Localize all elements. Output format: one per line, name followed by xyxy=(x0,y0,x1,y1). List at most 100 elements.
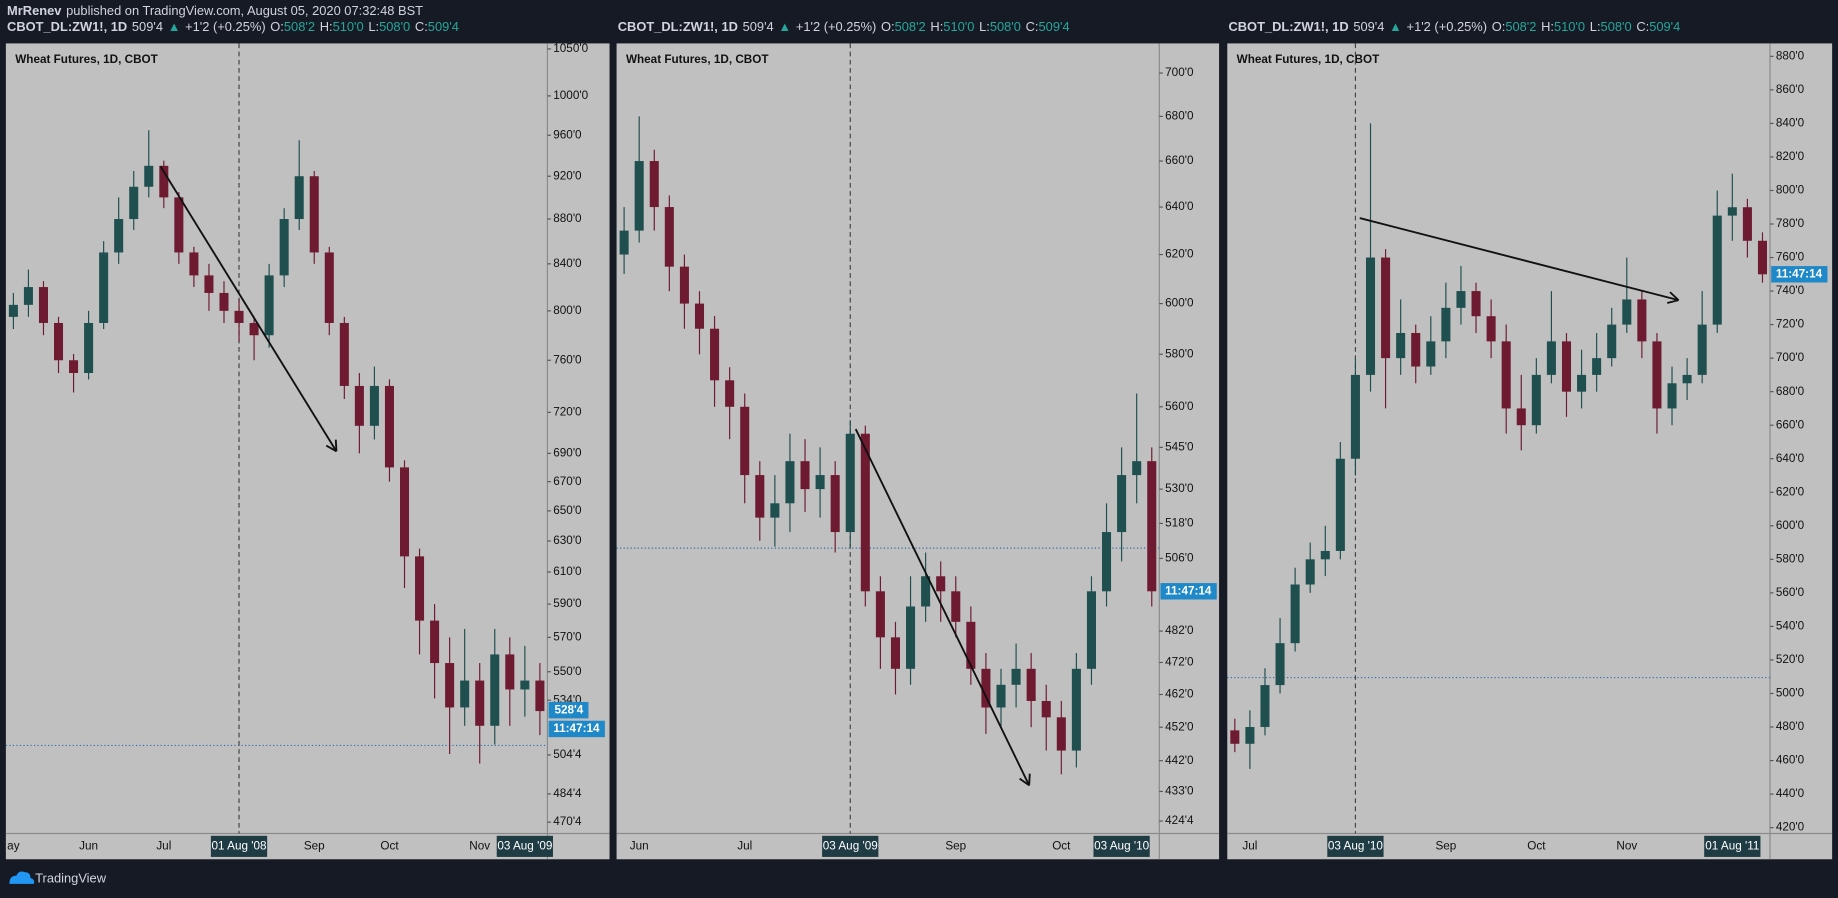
candle-body xyxy=(770,503,780,518)
y-tick-label: 640'0 xyxy=(1776,452,1805,465)
x-tick-label: Oct xyxy=(1527,839,1546,852)
quote-change: +1'2 (+0.25%) xyxy=(796,20,876,35)
trend-arrow xyxy=(159,166,338,452)
date-highlight xyxy=(496,835,553,857)
candle-body xyxy=(1652,341,1662,409)
y-tick-label: 518'0 xyxy=(1165,516,1194,529)
countdown-box xyxy=(1771,266,1828,283)
candle-body xyxy=(279,219,289,276)
quote-arrow: ▲ xyxy=(1389,20,1402,35)
y-tick-label: 560'0 xyxy=(1165,400,1194,413)
y-tick-label: 1050'0 xyxy=(553,42,588,55)
date-highlight-label: 03 Aug '09 xyxy=(497,839,552,852)
candle-body xyxy=(535,680,545,712)
candle-body xyxy=(1305,559,1315,585)
candle-body xyxy=(981,668,991,708)
trend-arrow-head xyxy=(325,444,337,453)
y-tick-label: 520'0 xyxy=(1776,653,1805,666)
y-tick-label: 620'0 xyxy=(1165,248,1194,261)
y-tick-label: 840'0 xyxy=(1776,116,1805,129)
y-tick-label: 442'0 xyxy=(1165,754,1194,767)
y-tick-label: 660'0 xyxy=(1165,154,1194,167)
candle-body xyxy=(99,252,109,323)
candle-body xyxy=(649,161,659,208)
candle-body xyxy=(249,322,259,336)
candle-body xyxy=(1727,207,1737,216)
y-tick-label: 920'0 xyxy=(553,169,582,182)
quote-h: 510'0 xyxy=(333,20,364,35)
candle-body xyxy=(951,591,961,622)
candle-body xyxy=(664,207,674,267)
candle-body xyxy=(144,165,154,187)
date-highlight xyxy=(210,835,268,857)
candle-body xyxy=(800,461,810,490)
x-tick-label: Sep xyxy=(304,839,325,852)
y-tick-label: 800'0 xyxy=(1776,184,1805,197)
author: MrRenev xyxy=(7,3,62,18)
quote-l: 508'0 xyxy=(379,20,410,35)
candle-body xyxy=(1132,461,1142,476)
date-highlight xyxy=(1704,835,1761,857)
quote-l-label: L: xyxy=(979,20,990,35)
price-marker xyxy=(548,701,589,719)
quote-o-label: O: xyxy=(881,20,895,35)
candle-body xyxy=(23,287,33,305)
candle-body xyxy=(679,266,689,304)
candle-body xyxy=(1365,257,1376,375)
y-tick-label: 504'4 xyxy=(553,748,582,761)
chart-title: Wheat Futures, 1D, CBOT xyxy=(1237,53,1380,66)
date-highlight-label: 03 Aug '10 xyxy=(1328,839,1384,852)
candle-body xyxy=(1245,727,1255,744)
y-tick-label: 680'0 xyxy=(1165,109,1194,122)
candle-body xyxy=(1637,299,1647,342)
trend-arrow-head xyxy=(334,439,338,452)
x-tick-label: Sep xyxy=(1435,839,1456,852)
quote-c: 509'4 xyxy=(1649,20,1680,35)
candle-body xyxy=(114,219,124,253)
candle-body xyxy=(1381,257,1391,359)
y-tick-label: 760'0 xyxy=(1776,251,1805,264)
candle-body xyxy=(264,275,274,336)
candle-body xyxy=(1561,341,1572,392)
candle-body xyxy=(1516,408,1526,426)
candle-body xyxy=(1147,461,1157,592)
candle-body xyxy=(159,165,169,198)
date-highlight-label: 03 Aug '09 xyxy=(823,839,878,852)
candle-body xyxy=(490,654,500,726)
candle-body xyxy=(1592,358,1602,375)
x-tick-label: Jul xyxy=(156,839,171,852)
date-highlight xyxy=(822,835,879,857)
candle-body xyxy=(430,620,440,664)
candle-body xyxy=(1486,316,1496,342)
y-tick-label: 610'0 xyxy=(553,565,582,578)
y-tick-label: 506'0 xyxy=(1165,552,1194,565)
candle-body xyxy=(966,621,976,669)
candle-body xyxy=(204,275,214,293)
quote-symbol: CBOT_DL:ZW1!, 1D xyxy=(1228,20,1348,35)
trend-arrow-head xyxy=(1028,773,1031,786)
y-tick-label: 630'0 xyxy=(553,534,582,547)
quote-symbol: CBOT_DL:ZW1!, 1D xyxy=(618,20,738,35)
candle-body xyxy=(830,475,840,533)
quote-o-label: O: xyxy=(270,20,284,35)
trend-arrow xyxy=(854,428,1031,786)
y-tick-label: 480'0 xyxy=(1776,720,1805,733)
candle-body xyxy=(1577,374,1587,392)
y-tick-label: 500'0 xyxy=(1776,687,1805,700)
quote-h-label: H: xyxy=(1541,20,1554,35)
header: MrRenev published on TradingView.com, Aug… xyxy=(7,3,423,18)
quote-change: +1'2 (+0.25%) xyxy=(1407,20,1487,35)
y-tick-label: 800'0 xyxy=(553,304,582,317)
y-tick-label: 540'0 xyxy=(1776,620,1805,633)
candle-body xyxy=(1056,717,1066,751)
y-tick-label: 580'0 xyxy=(1776,552,1805,565)
candle-body xyxy=(1230,730,1240,744)
chart-title: Wheat Futures, 1D, CBOT xyxy=(626,53,769,66)
chart-background xyxy=(1227,43,1833,860)
x-tick-label: ay xyxy=(7,839,20,852)
quote-line: CBOT_DL:ZW1!, 1D 509'4 ▲ +1'2 (+0.25%) O:508… xyxy=(7,20,459,35)
date-highlight-label: 01 Aug '11 xyxy=(1705,839,1759,852)
quote-l: 508'0 xyxy=(990,20,1021,35)
candle-body xyxy=(755,475,765,518)
quote-c-label: C: xyxy=(1026,20,1039,35)
